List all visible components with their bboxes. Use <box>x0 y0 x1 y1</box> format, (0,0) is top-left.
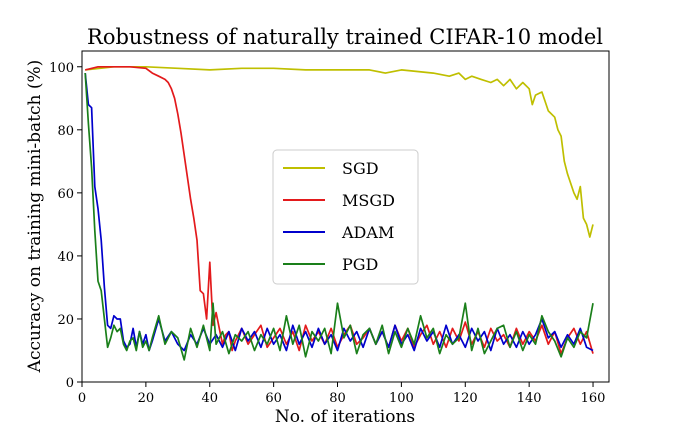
y-tick-label: 20 <box>57 313 74 328</box>
x-tick-label: 160 <box>581 391 606 406</box>
x-tick-label: 80 <box>329 391 346 406</box>
x-axis-label: No. of iterations <box>275 407 415 427</box>
plot-frame <box>81 50 610 383</box>
chart-title: Robustness of naturally trained CIFAR-10… <box>87 25 603 49</box>
x-tick-label: 0 <box>78 391 86 406</box>
x-axis-ticks: 0 20 40 60 80 100 120 140 160 <box>78 382 606 406</box>
x-tick-label: 20 <box>138 391 155 406</box>
x-tick-label: 100 <box>389 391 414 406</box>
y-axis-label: Accuracy on training mini-batch (%) <box>25 60 45 374</box>
series-line-sgd <box>85 65 594 238</box>
series-line-pgd <box>84 73 594 361</box>
y-tick-label: 0 <box>66 376 74 391</box>
legend-label-adam: ADAM <box>341 223 394 242</box>
legend-label-pgd: PGD <box>342 255 378 274</box>
x-tick-label: 140 <box>517 391 542 406</box>
y-axis-ticks: 0 20 40 60 80 100 <box>49 61 82 391</box>
legend: SGD MSGD ADAM PGD <box>272 149 419 285</box>
y-tick-label: 100 <box>49 61 74 76</box>
x-tick-label: 60 <box>265 391 282 406</box>
y-tick-label: 40 <box>57 250 74 265</box>
y-tick-label: 60 <box>57 187 74 202</box>
y-tick-label: 80 <box>57 124 74 139</box>
legend-label-msgd: MSGD <box>342 191 395 210</box>
x-tick-label: 120 <box>453 391 478 406</box>
legend-label-sgd: SGD <box>342 159 379 178</box>
legend-box <box>272 149 419 285</box>
x-tick-label: 40 <box>201 391 218 406</box>
plot-lines <box>84 65 594 361</box>
